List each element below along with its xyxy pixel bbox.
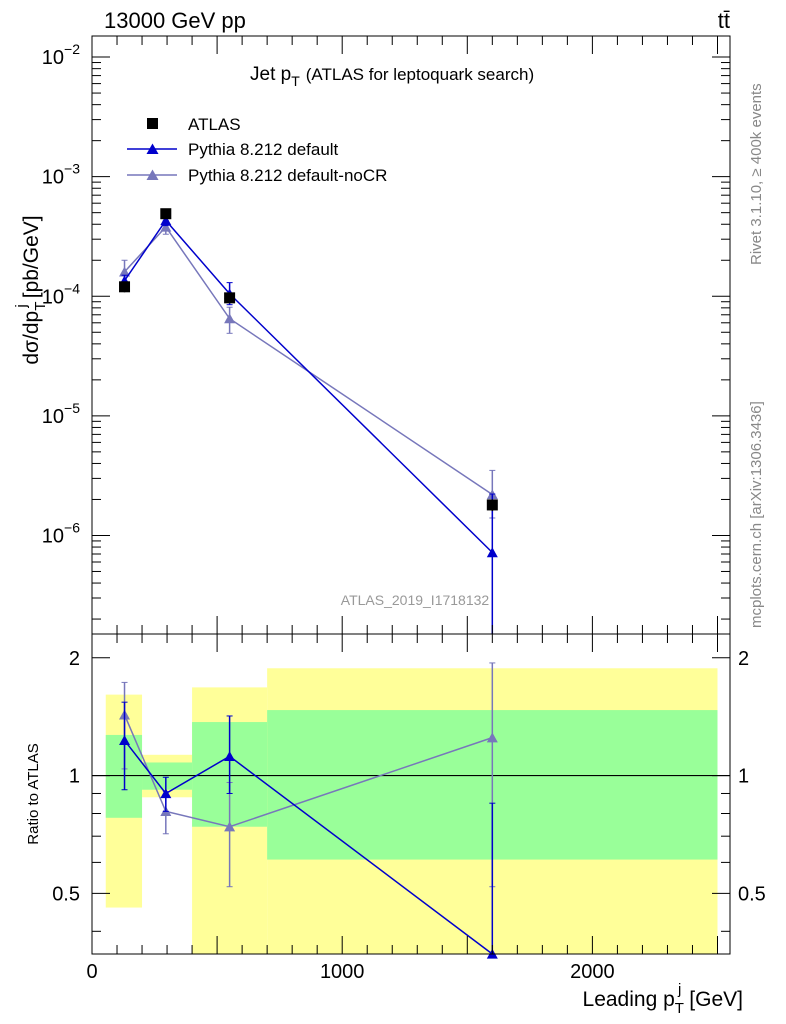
ratio-plot-area <box>92 662 730 959</box>
main-y-tick-label: 10−5 <box>42 400 80 428</box>
main-y-tick-exp: −3 <box>64 161 80 177</box>
ratio-y-label: Ratio to ATLAS <box>25 743 42 844</box>
process-label: tt̄ <box>718 8 730 33</box>
main-plot-area <box>119 208 498 634</box>
legend-marker-pythia-nocr <box>146 169 159 180</box>
main-panel: 10−610−510−410−310−2 Jet pT (ATLAS for le… <box>13 35 731 635</box>
ratio-panel: 0.5 0.5 1 1 2 2 0 1000 2000 Ratio to ATLAS Leadi… <box>25 633 766 1017</box>
data-point <box>486 547 498 558</box>
main-title: Jet pT (ATLAS for leptoquark search) <box>250 64 534 89</box>
x-axis-label: Leading pTj [GeV] <box>583 981 743 1017</box>
data-point <box>224 292 236 304</box>
x-tick-label: 2000 <box>570 961 615 983</box>
main-y-tick-exp: −6 <box>64 519 80 535</box>
main-y-tick-base: 10 <box>42 286 64 308</box>
main-y-tick-exp: −4 <box>64 280 80 296</box>
ratio-data-point <box>224 751 236 761</box>
analysis-watermark: ATLAS_2019_I1718132 <box>341 592 490 608</box>
ratio-y-tick-label-left: 2 <box>69 648 80 670</box>
ratio-y-tick-label-right: 1 <box>738 766 749 788</box>
ratio-data-point <box>160 788 172 799</box>
series-pythia-8-212-default-nocr <box>119 219 498 519</box>
main-y-tick-base: 10 <box>42 167 64 189</box>
legend-item-pythia-default: Pythia 8.212 default <box>127 140 339 159</box>
data-point <box>119 266 131 277</box>
ratio-data-point <box>224 821 236 832</box>
main-y-tick-label: 10−4 <box>42 280 80 308</box>
data-point <box>119 281 131 293</box>
legend-label-pythia-nocr: Pythia 8.212 default-noCR <box>188 166 387 185</box>
series-atlas <box>119 208 498 512</box>
main-y-tick-label: 10−3 <box>42 161 80 189</box>
legend-item-atlas: ATLAS <box>147 115 241 134</box>
x-tick-label: 0 <box>86 961 97 983</box>
ratio-y-tick-label-right: 2 <box>738 648 749 670</box>
legend-label-atlas: ATLAS <box>188 115 241 134</box>
ratio-series-line <box>123 739 493 955</box>
series-line <box>123 219 493 554</box>
rivet-label: Rivet 3.1.10, ≥ 400k events <box>748 83 765 265</box>
main-y-tick-exp: −2 <box>64 41 80 57</box>
ratio-series-line <box>123 714 493 828</box>
main-y-tick-base: 10 <box>42 47 64 69</box>
main-y-tick-exp: −5 <box>64 400 80 416</box>
ratio-y-tick-label-left: 0.5 <box>52 883 80 905</box>
legend: ATLAS Pythia 8.212 default Pythia 8.212 … <box>127 115 387 185</box>
legend-marker-atlas <box>147 118 158 129</box>
ratio-y-tick-label-right: 0.5 <box>738 883 766 905</box>
main-y-tick-label: 10−2 <box>42 41 80 69</box>
data-point <box>486 499 498 511</box>
series-line <box>123 225 493 496</box>
ratio-axes: 0.5 0.5 1 1 2 2 0 1000 2000 <box>52 634 766 983</box>
ratio-data-point <box>119 735 131 746</box>
legend-label-pythia-default: Pythia 8.212 default <box>188 140 339 159</box>
ratio-frame <box>91 633 731 955</box>
legend-item-pythia-nocr: Pythia 8.212 default-noCR <box>127 166 387 185</box>
data-point <box>224 313 236 324</box>
data-point <box>160 221 172 232</box>
legend-marker-pythia-default <box>146 143 159 154</box>
ratio-data-point <box>486 732 498 743</box>
data-point <box>160 215 172 226</box>
mcplots-label: mcplots.cern.ch [arXiv:1306.3436] <box>748 401 765 628</box>
data-point <box>160 208 172 220</box>
main-y-axis: 10−610−510−410−310−2 <box>42 36 730 634</box>
main-y-tick-base: 10 <box>42 406 64 428</box>
series-pythia-8-212-default <box>119 215 498 634</box>
main-y-label: dσ/dpTj[pb/GeV] <box>13 215 49 364</box>
main-y-tick-base: 10 <box>42 525 64 547</box>
energy-label: 13000 GeV pp <box>104 8 246 33</box>
main-y-tick-label: 10−6 <box>42 519 80 547</box>
x-tick-label: 1000 <box>320 961 365 983</box>
ratio-y-tick-label-left: 1 <box>69 766 80 788</box>
